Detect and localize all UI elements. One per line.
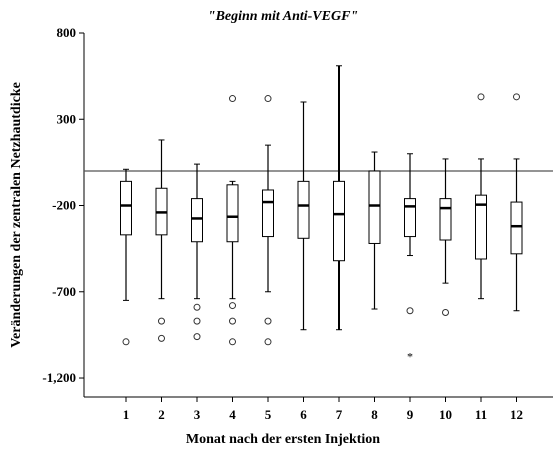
x-tick-label: 6 — [300, 407, 307, 422]
chart-title: "Beginn mit Anti-VEGF" — [208, 9, 358, 24]
y-tick-label: 800 — [57, 25, 77, 40]
box-3 — [191, 163, 203, 341]
outlier-point — [158, 317, 165, 325]
outlier-point — [193, 333, 201, 341]
y-tick-label: -1,200 — [42, 370, 76, 385]
extreme-point: * — [407, 350, 413, 364]
x-tick-label: 8 — [371, 407, 378, 422]
box-body — [333, 180, 345, 262]
y-tick-label: -700 — [52, 284, 76, 299]
outlier-point — [229, 95, 236, 103]
box-12 — [510, 93, 523, 312]
outlier-point — [406, 307, 414, 315]
x-tick-label: 1 — [123, 407, 130, 422]
outlier-point — [158, 334, 165, 342]
box-body — [297, 180, 310, 239]
outlier-point — [229, 338, 236, 346]
box-body — [120, 180, 132, 236]
box-body — [226, 184, 239, 243]
box-8 — [368, 151, 381, 310]
box-body — [262, 189, 274, 238]
outlier-point — [264, 338, 272, 346]
box-4 — [226, 95, 239, 346]
box-10 — [439, 158, 452, 316]
box-2 — [155, 139, 168, 342]
outlier-point — [442, 308, 449, 316]
outlier-point — [229, 302, 236, 310]
box-body — [404, 198, 416, 238]
x-tick-label: 12 — [510, 407, 523, 422]
box-6 — [297, 101, 310, 331]
y-axis-label: Veränderungen der zentralen Netzhautdick… — [9, 82, 24, 348]
outlier-point — [193, 317, 201, 325]
x-tick-label: 10 — [439, 407, 452, 422]
box-body — [439, 198, 452, 241]
x-tick-label: 3 — [194, 407, 201, 422]
outlier-point — [477, 93, 485, 101]
box-7 — [333, 65, 345, 331]
x-tick-label: 9 — [407, 407, 414, 422]
box-9: * — [404, 153, 416, 364]
box-body — [368, 170, 381, 244]
x-tick-label: 2 — [158, 407, 165, 422]
y-tick-label: 300 — [57, 111, 77, 126]
y-tick-label: -200 — [52, 198, 76, 213]
outlier-point — [264, 317, 272, 325]
box-5 — [262, 95, 274, 346]
x-tick-label: 4 — [229, 407, 236, 422]
outlier-point — [122, 338, 130, 346]
x-tick-label: 7 — [336, 407, 343, 422]
box-1 — [120, 168, 132, 346]
box-11 — [475, 93, 487, 300]
box-body — [191, 198, 203, 243]
box-body — [510, 201, 523, 255]
x-tick-label: 11 — [475, 407, 487, 422]
x-axis-label: Monat nach der ersten Injektion — [186, 432, 380, 447]
box-body — [475, 194, 487, 260]
outlier-point — [264, 95, 272, 103]
outlier-point — [229, 317, 236, 325]
boxes-group: * — [120, 65, 523, 364]
outlier-point — [193, 303, 201, 311]
outlier-point — [513, 93, 520, 101]
x-tick-label: 5 — [265, 407, 272, 422]
